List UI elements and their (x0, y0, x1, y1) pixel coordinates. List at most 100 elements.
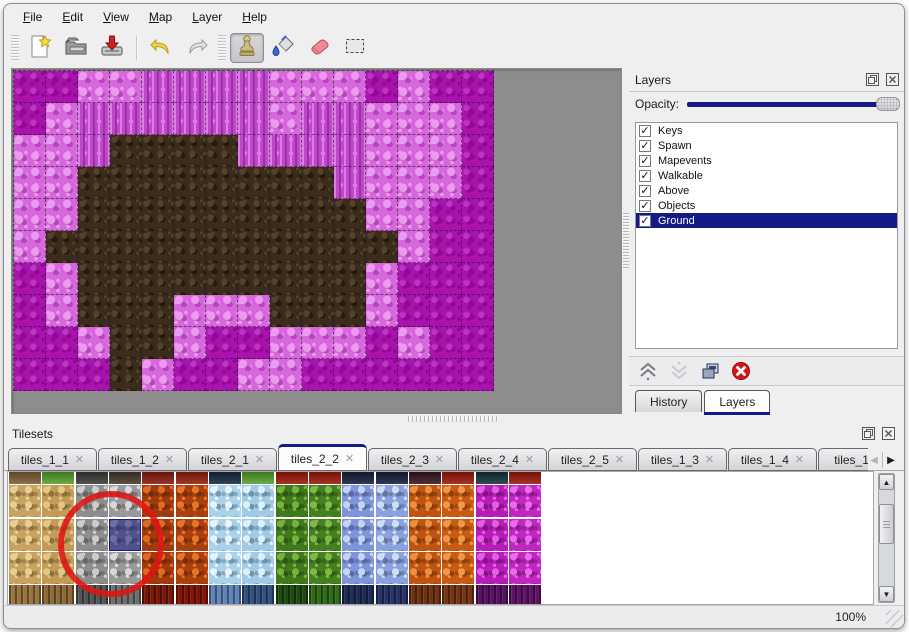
menu-map[interactable]: Map (148, 10, 173, 24)
tileset-tile-sand[interactable] (42, 552, 75, 585)
map-tile[interactable] (142, 135, 174, 167)
map-tile[interactable] (238, 71, 270, 103)
layer-visibility-checkbox[interactable]: ✓ (639, 184, 651, 197)
map-tile[interactable] (14, 359, 46, 391)
tileset-tile-vine[interactable] (309, 585, 342, 604)
map-tile[interactable] (78, 199, 110, 231)
resize-grip[interactable] (886, 610, 903, 627)
layer-visibility-checkbox[interactable]: ✓ (639, 169, 651, 182)
map-tile[interactable] (206, 327, 238, 359)
map-tile[interactable] (270, 71, 302, 103)
map-tile[interactable] (206, 199, 238, 231)
tileset-tile-stone[interactable] (109, 485, 142, 518)
tileset-tile-cell[interactable] (475, 552, 508, 585)
map-tile[interactable] (334, 71, 366, 103)
tileset-tab-tiles_1_[interactable]: tiles_1_✕ (818, 448, 868, 471)
map-tile[interactable] (110, 295, 142, 327)
tileset-tile-cell[interactable] (475, 485, 508, 518)
map-tile[interactable] (238, 295, 270, 327)
tileset-tile-crystal[interactable] (375, 472, 408, 484)
tileset-tile-cell[interactable] (509, 472, 542, 484)
map-tile[interactable] (398, 327, 430, 359)
tileset-tile-vine[interactable] (309, 518, 342, 551)
menu-edit[interactable]: Edit (62, 10, 84, 24)
layer-visibility-checkbox[interactable]: ✓ (639, 139, 651, 152)
map-canvas[interactable] (11, 68, 622, 414)
map-tile[interactable] (430, 263, 462, 295)
tileset-tile-bubble[interactable] (409, 472, 442, 484)
map-tile[interactable] (430, 327, 462, 359)
map-tile[interactable] (78, 263, 110, 295)
tileset-tab-tiles_2_1[interactable]: tiles_2_1 ✕ (188, 448, 277, 471)
tileset-tile-stone[interactable] (109, 552, 142, 585)
raise-layer-button[interactable] (637, 360, 659, 382)
map-tile[interactable] (238, 167, 270, 199)
map-tile[interactable] (430, 231, 462, 263)
map-tile[interactable] (174, 359, 206, 391)
tileset-tile-cell[interactable] (509, 552, 542, 585)
layer-visibility-checkbox[interactable]: ✓ (639, 199, 651, 212)
map-tile[interactable] (398, 231, 430, 263)
map-tile[interactable] (366, 135, 398, 167)
tileset-tile-bubble[interactable] (409, 552, 442, 585)
map-tile[interactable] (206, 295, 238, 327)
map-tile[interactable] (302, 71, 334, 103)
map-tile[interactable] (334, 327, 366, 359)
map-tile[interactable] (46, 135, 78, 167)
menu-view[interactable]: View (103, 10, 129, 24)
map-tile[interactable] (366, 103, 398, 135)
tileset-tile-crystal[interactable] (342, 472, 375, 484)
map-tile[interactable] (78, 135, 110, 167)
tileset-tile-cell[interactable] (509, 585, 542, 604)
tileset-tile-vine[interactable] (275, 472, 308, 484)
scroll-up-button[interactable]: ▲ (879, 474, 894, 490)
map-tile[interactable] (46, 359, 78, 391)
layer-row-walkable[interactable]: ✓ Walkable (636, 168, 897, 183)
close-tab-icon[interactable]: ✕ (614, 454, 625, 466)
map-tile[interactable] (78, 71, 110, 103)
scroll-tabs-right-button[interactable]: ▶ (887, 454, 895, 466)
map-tile[interactable] (110, 71, 142, 103)
map-tile[interactable] (14, 135, 46, 167)
tileset-tile-vine[interactable] (309, 472, 342, 484)
tileset-tile-lava[interactable] (175, 518, 208, 551)
map-tile[interactable] (398, 295, 430, 327)
map-tile[interactable] (270, 103, 302, 135)
close-panel-button[interactable] (885, 73, 900, 87)
tileset-tile-ice[interactable] (209, 472, 242, 484)
map-tile[interactable] (238, 263, 270, 295)
map-tile[interactable] (206, 103, 238, 135)
map-tile[interactable] (302, 167, 334, 199)
map-tile[interactable] (110, 263, 142, 295)
map-tile[interactable] (238, 103, 270, 135)
map-tile[interactable] (46, 71, 78, 103)
map-tile[interactable] (46, 263, 78, 295)
map-tile[interactable] (334, 135, 366, 167)
map-tile[interactable] (238, 135, 270, 167)
tileset-tile-stone[interactable] (75, 485, 108, 518)
scroll-down-button[interactable]: ▼ (879, 586, 894, 602)
save-map-button[interactable] (95, 33, 129, 63)
map-tile[interactable] (302, 295, 334, 327)
tileset-scrollbar[interactable]: ▲ ▼ (878, 473, 895, 603)
map-tile[interactable] (206, 71, 238, 103)
close-tab-icon[interactable]: ✕ (794, 454, 805, 466)
map-tile[interactable] (46, 199, 78, 231)
tileset-tile-stone[interactable] (75, 472, 108, 484)
map-tile[interactable] (206, 263, 238, 295)
map-tile[interactable] (46, 167, 78, 199)
tileset-tile-ice[interactable] (209, 518, 242, 551)
menu-help[interactable]: Help (242, 10, 267, 24)
tileset-tile-stone[interactable] (75, 518, 108, 551)
tileset-tile-lava[interactable] (175, 552, 208, 585)
tileset-tile-bubble[interactable] (442, 472, 475, 484)
tileset-view[interactable] (7, 471, 874, 605)
map-tile[interactable] (270, 199, 302, 231)
scroll-tabs-left-button[interactable]: ◀ (870, 454, 878, 466)
map-tile[interactable] (46, 327, 78, 359)
layer-row-mapevents[interactable]: ✓ Mapevents (636, 153, 897, 168)
tileset-tile-sand[interactable] (9, 485, 41, 518)
map-tile[interactable] (78, 327, 110, 359)
tileset-tile-crystal[interactable] (375, 485, 408, 518)
map-tile[interactable] (142, 263, 174, 295)
